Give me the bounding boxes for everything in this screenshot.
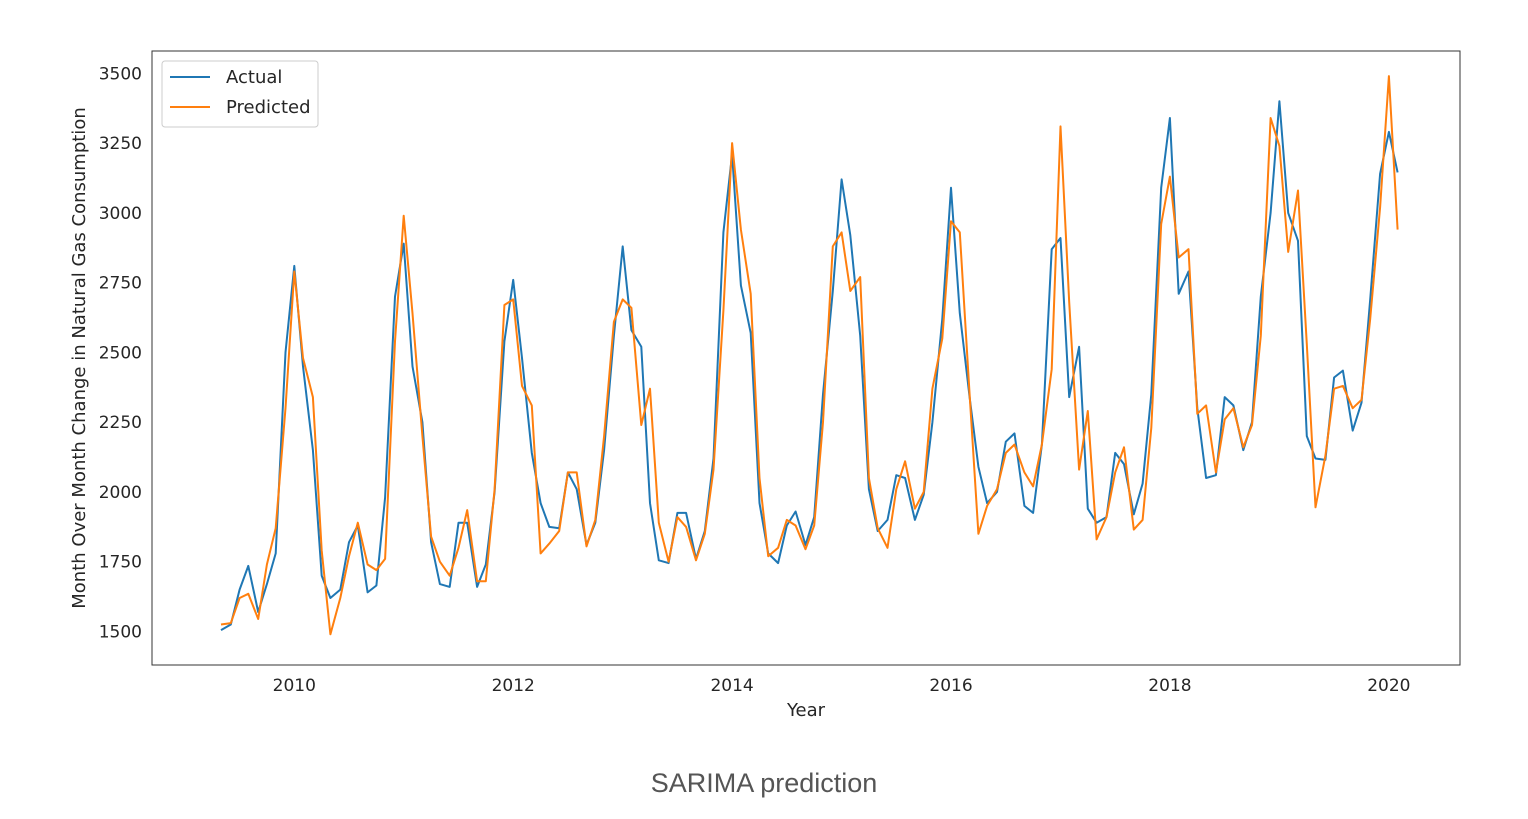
y-tick-label: 2000: [99, 483, 142, 503]
legend-label: Actual: [226, 67, 282, 88]
y-tick-label: 3000: [99, 204, 142, 224]
x-tick-label: 2010: [273, 676, 316, 696]
series-line-predicted: [220, 75, 1399, 636]
x-tick-labels: 2010 2012 2014 2016 2018 2020: [273, 676, 1411, 696]
y-tick-label: 2750: [99, 274, 142, 294]
y-axis-label: Month Over Month Change in Natural Gas C…: [69, 107, 90, 608]
x-tick-label: 2012: [492, 676, 535, 696]
y-tick-labels: 1500 1750 2000 2250 2500 2750 3000 3250 3500: [99, 64, 142, 642]
series-line-actual: [220, 100, 1399, 631]
legend: Actual Predicted: [161, 60, 319, 128]
y-tick-label: 3500: [99, 64, 142, 84]
series-lines: [220, 75, 1399, 636]
x-tick-label: 2016: [929, 676, 972, 696]
x-axis-label: Year: [786, 700, 826, 721]
y-axis-label-group: Month Over Month Change in Natural Gas C…: [69, 107, 90, 608]
y-tick-label: 1750: [99, 553, 142, 573]
x-tick-label: 2014: [710, 676, 753, 696]
legend-label: Predicted: [226, 97, 311, 118]
y-tick-label: 3250: [99, 134, 142, 154]
y-tick-label: 2500: [99, 343, 142, 363]
x-tick-label: 2020: [1367, 676, 1410, 696]
x-tick-label: 2018: [1148, 676, 1191, 696]
y-tick-label: 1500: [99, 623, 142, 643]
figure-caption: SARIMA prediction: [650, 768, 878, 798]
y-tick-label: 2250: [99, 413, 142, 433]
plot-frame: [151, 50, 1461, 666]
